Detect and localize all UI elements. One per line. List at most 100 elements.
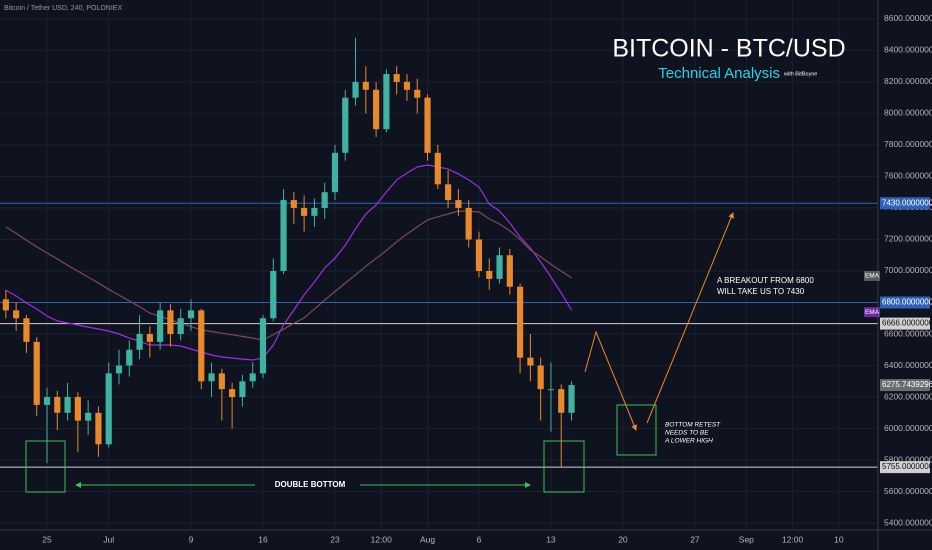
candle-body	[187, 310, 195, 319]
candle-body	[85, 412, 92, 421]
box	[543, 440, 585, 493]
y-tick-label: 5600.00000000	[884, 486, 932, 496]
candle-body	[54, 397, 61, 413]
subtitle: Technical Analysis	[658, 65, 780, 82]
candle-body	[13, 310, 20, 319]
candle-body	[239, 381, 246, 398]
price-tag	[880, 379, 930, 392]
legend-label: EMA	[865, 273, 880, 280]
x-tick-label: Jul	[103, 534, 114, 544]
projection	[584, 330, 637, 431]
y-tick-label: 6200.00000000	[884, 391, 932, 401]
y-tick-label: 5400.00000000	[884, 517, 932, 527]
x-tick-label: 23	[330, 534, 340, 544]
y-tick-label: 8400.00000000	[884, 45, 932, 55]
candle-body	[95, 412, 102, 445]
candle-body	[74, 397, 81, 421]
x-tick-label: 10	[834, 534, 844, 544]
candle-body	[527, 357, 534, 366]
candle-body	[2, 299, 9, 311]
candle-body	[136, 334, 143, 350]
candle-body	[146, 334, 153, 342]
x-tick-label: Sep	[739, 534, 754, 544]
grid	[0, 0, 878, 530]
candle-body	[280, 200, 287, 271]
candle-body	[475, 239, 483, 271]
ema-lines	[5, 164, 573, 361]
price-tag	[880, 317, 930, 330]
levels	[0, 202, 878, 468]
candle-body	[445, 184, 452, 201]
candle-body	[167, 310, 174, 335]
title: BITCOIN - BTC/USD	[612, 35, 845, 63]
candle-body	[301, 207, 308, 216]
candle-body	[547, 389, 555, 391]
y-tick-label: 7200.00000000	[884, 234, 932, 244]
annotation: WILL TAKE US TO 7430	[717, 287, 805, 296]
legend-tag	[864, 270, 880, 281]
x-tick-label: 6	[477, 534, 482, 544]
annotation: DOUBLE BOTTOM	[275, 480, 346, 489]
candle-body	[568, 385, 575, 413]
y-axis-panel	[878, 0, 932, 550]
price-tag-label: 6800.00000000	[882, 298, 932, 307]
box	[25, 440, 66, 493]
candle-body	[64, 397, 71, 413]
candle-body	[373, 89, 380, 130]
candle-body	[270, 270, 277, 319]
candle-body	[43, 397, 51, 405]
price-tag-label: 5755.00000000	[882, 462, 932, 471]
x-tick-label: 27	[690, 534, 700, 544]
candles	[2, 37, 575, 467]
candle-body	[517, 286, 524, 358]
candle-body	[455, 200, 462, 208]
projection	[646, 212, 734, 424]
candle-body	[383, 74, 390, 130]
x-tick-label: 13	[546, 534, 556, 544]
candle-body	[218, 373, 225, 390]
candle-body	[424, 97, 431, 153]
candle-body	[331, 152, 339, 193]
legend-label: EMA	[865, 309, 880, 316]
y-tick-label: 7000.00000000	[884, 265, 932, 275]
price-tag-label: 6666.00000000	[882, 319, 932, 328]
x-tick-label: 9	[189, 534, 194, 544]
drawings	[25, 212, 734, 493]
box	[616, 404, 657, 456]
axes: 8600.00000000 8400.00000000 8200.00000000 8…	[42, 13, 932, 544]
y-tick-label: 6400.00000000	[884, 360, 932, 370]
legend-tag	[864, 307, 880, 318]
candle-body	[126, 349, 133, 366]
x-tick-label: Aug	[420, 534, 435, 544]
x-tick-label: 12:00	[782, 534, 804, 544]
ema-line	[5, 210, 572, 341]
x-tick-label: 12:00	[371, 534, 393, 544]
y-tick-label: 7800.00000000	[884, 139, 932, 149]
price-tag-label: 6275.74392963	[882, 380, 932, 389]
candle-body	[208, 373, 215, 382]
candle-body	[506, 255, 513, 287]
annotation: A LOWER HIGH	[664, 438, 713, 445]
symbol-header: Bitcoin / Tether USD, 240, POLONIEX	[4, 5, 122, 12]
candle-body	[558, 389, 565, 413]
candle-body	[537, 365, 544, 390]
candle-body	[321, 192, 328, 208]
candle-body	[290, 200, 297, 208]
y-tick-label: 8000.00000000	[884, 108, 932, 118]
price-tag	[880, 197, 930, 210]
annotation: NEEDS TO BE	[665, 430, 709, 437]
candle-body	[177, 318, 184, 335]
candle-body	[33, 341, 40, 405]
candle-body	[105, 373, 112, 445]
candle-body	[249, 373, 256, 382]
price-tag	[880, 461, 930, 474]
candle-body	[352, 81, 359, 98]
candle-body	[414, 89, 421, 98]
candle-body	[434, 152, 441, 185]
y-tick-label: 6000.00000000	[884, 423, 932, 433]
candle-body	[23, 318, 30, 342]
candle-body	[115, 365, 123, 374]
candle-body	[393, 74, 400, 82]
candle-body	[311, 207, 318, 216]
